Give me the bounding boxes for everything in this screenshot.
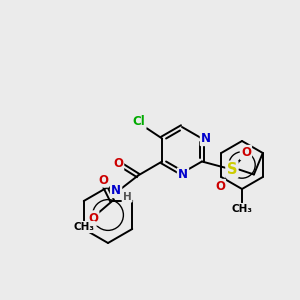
Text: O: O <box>215 180 225 193</box>
Text: CH₃: CH₃ <box>74 222 95 232</box>
Text: H: H <box>123 191 131 202</box>
Text: CH₃: CH₃ <box>232 204 253 214</box>
Text: O: O <box>98 173 108 187</box>
Text: N: N <box>201 132 211 145</box>
Text: N: N <box>178 169 188 182</box>
Text: N: N <box>111 184 121 197</box>
Text: O: O <box>241 146 251 159</box>
Text: Cl: Cl <box>133 115 146 128</box>
Text: O: O <box>113 157 123 170</box>
Text: S: S <box>227 162 237 177</box>
Text: O: O <box>88 212 98 224</box>
